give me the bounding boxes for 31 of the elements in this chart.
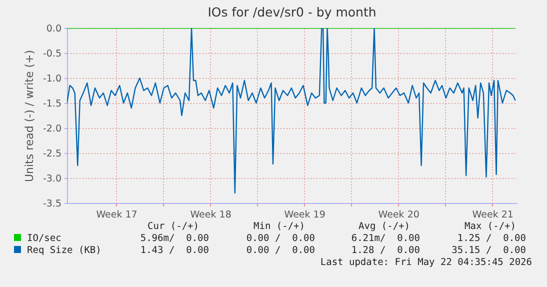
- y-tick-label: -0.5: [42, 48, 62, 60]
- line-series: [67, 28, 516, 194]
- y-tick-label: -3.5: [42, 198, 62, 210]
- legend-label: Req Size (KB): [26, 245, 102, 256]
- x-tick-label: Week 18: [190, 210, 232, 220]
- text: 6.21m/ 0.00: [351, 233, 420, 244]
- text: Cur (-/+): [148, 221, 199, 232]
- text: 5.96m/ 0.00: [140, 233, 209, 244]
- text: 35.15 / 0.00: [452, 245, 526, 256]
- y-tick-label: -3.0: [42, 174, 62, 184]
- chart-title: IOs for /dev/sr0 - by month: [208, 4, 376, 20]
- text: 1.25 / 0.00: [457, 233, 526, 244]
- legend-label: IO/sec: [26, 233, 62, 244]
- y-tick-label: -2.5: [42, 148, 62, 160]
- text: Min (-/+): [254, 221, 305, 232]
- x-tick-label: Week 21: [472, 210, 514, 220]
- text: 0.00 / 0.00: [246, 245, 315, 256]
- y-tick-label: 0.0: [46, 24, 62, 34]
- text: 1.28 / 0.00: [351, 245, 420, 256]
- y-axis-title: Units read (-) / write (+): [22, 50, 36, 182]
- y-tick-label: -1.0: [42, 74, 62, 84]
- text: 1.43 / 0.00: [140, 245, 209, 256]
- text: Max (-/+): [464, 221, 516, 232]
- text: 0.00 / 0.00: [246, 233, 315, 244]
- text: Avg (-/+): [358, 221, 410, 232]
- text: Last update: Fri May 22 04:35:45 2026: [320, 257, 532, 268]
- x-tick-label: Week 19: [284, 210, 326, 220]
- y-tick-label: -2.0: [42, 124, 62, 134]
- y-tick-label: -1.5: [42, 98, 62, 110]
- x-tick-label: Week 17: [96, 210, 138, 220]
- x-tick-label: Week 20: [378, 210, 420, 220]
